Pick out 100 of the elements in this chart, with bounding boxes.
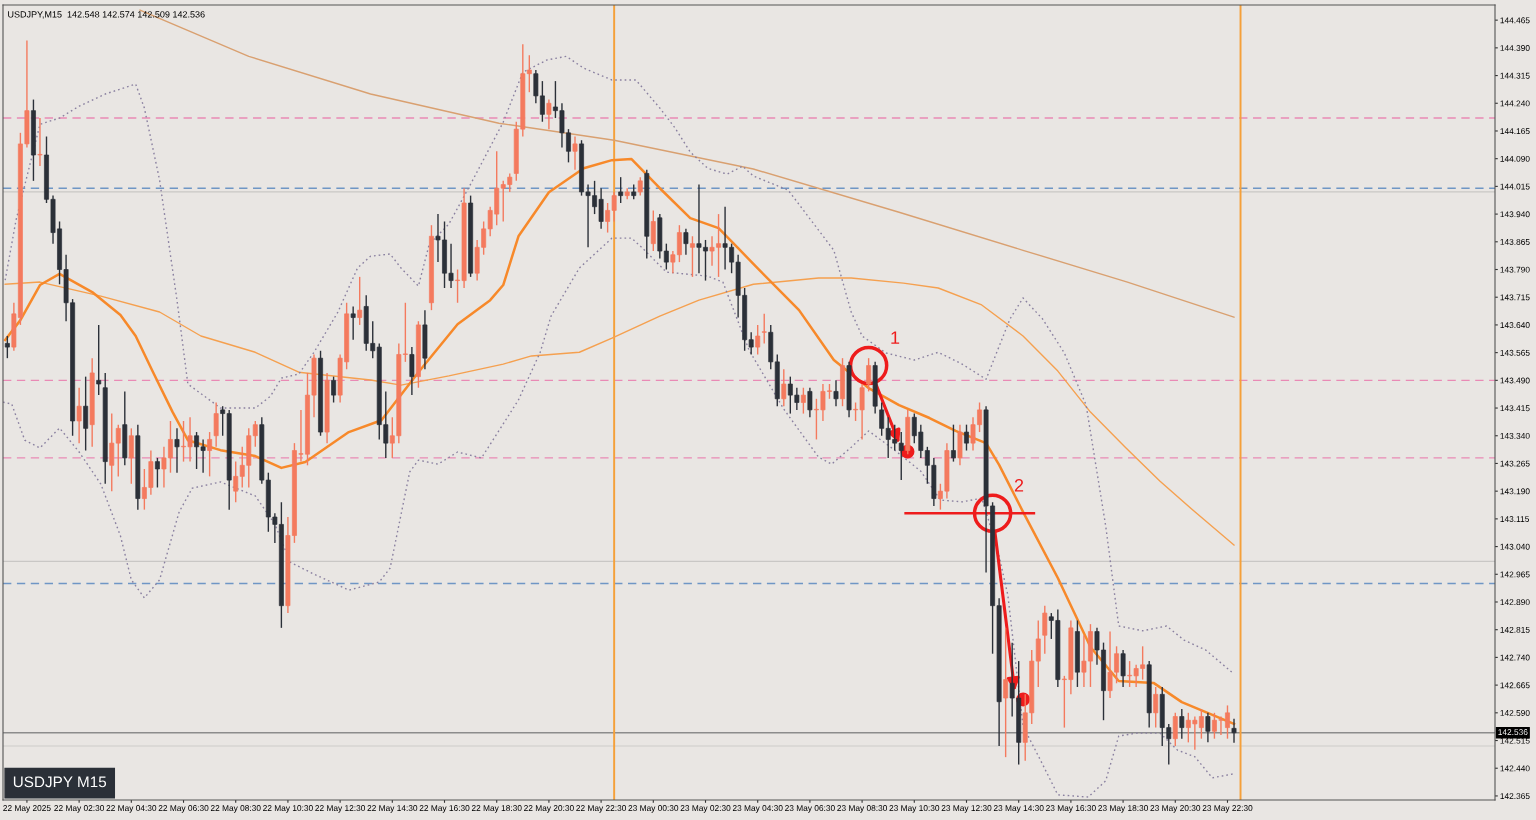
y-tick-label: 143.265 <box>1500 460 1530 467</box>
candlestick <box>800 387 806 415</box>
x-tick-label: 23 May 02:30 <box>680 805 731 813</box>
y-tick-label: 142.815 <box>1500 626 1530 633</box>
y-tick-label: 143.940 <box>1500 211 1530 218</box>
x-tick-label: 22 May 06:30 <box>158 805 209 813</box>
candlestick <box>1120 649 1126 688</box>
candlestick <box>109 412 115 492</box>
candlestick <box>207 431 213 478</box>
candlestick <box>1179 708 1185 740</box>
x-tick-label: 22 May 02:30 <box>54 805 105 813</box>
candlestick <box>761 313 767 345</box>
candlestick <box>618 176 624 204</box>
candlestick <box>115 423 121 478</box>
y-tick-label: 142.890 <box>1500 599 1530 606</box>
y-tick-label: 144.315 <box>1500 72 1530 79</box>
candlestick <box>637 176 643 197</box>
y-tick-label: 142.440 <box>1500 765 1530 772</box>
y-tick-label: 142.590 <box>1500 710 1530 716</box>
y-tick-label: 143.715 <box>1500 294 1530 301</box>
candlestick <box>350 305 356 341</box>
x-tick-label: 22 May 04:30 <box>106 805 157 813</box>
candlestick <box>1035 619 1041 688</box>
candlestick <box>755 324 761 356</box>
y-tick-label: 143.790 <box>1500 266 1530 273</box>
candlestick <box>1153 686 1159 729</box>
line-series <box>3 237 1235 798</box>
candlestick <box>233 460 239 503</box>
x-tick-label: 23 May 10:30 <box>889 805 940 813</box>
y-tick-label: 142.365 <box>1500 793 1530 800</box>
text: USDJPY,M15 142.548 142.574 142.509 142.536 <box>8 11 205 19</box>
x-tick-label: 23 May 20:30 <box>1150 805 1201 813</box>
x-tick-label: 22 May 08:30 <box>210 805 261 813</box>
y-tick-label: 144.240 <box>1500 100 1530 107</box>
y-tick-label: 144.390 <box>1500 45 1530 51</box>
y-tick-label: 143.640 <box>1500 322 1530 329</box>
x-tick-label: 23 May 18:30 <box>1098 805 1149 813</box>
y-tick-label: 143.115 <box>1500 516 1530 522</box>
candlestick <box>83 375 89 452</box>
x-tick-label: 23 May 00:30 <box>628 805 679 813</box>
x-tick-label: 23 May 16:30 <box>1046 805 1096 813</box>
x-tick-label: 22 May 18:30 <box>471 805 522 813</box>
y-tick-label: 143.190 <box>1500 488 1530 495</box>
annotation: USDJPY M15 <box>13 776 107 788</box>
candlestick <box>1231 718 1237 744</box>
y-tick-label: 142.515 <box>1500 737 1530 744</box>
candlestick <box>650 209 656 252</box>
y-tick-label: 144.015 <box>1500 183 1530 190</box>
candlestick <box>213 401 219 448</box>
line-series <box>139 9 1235 318</box>
y-tick-label: 142.965 <box>1500 571 1530 578</box>
candlestick <box>807 387 813 418</box>
x-tick-label: 23 May 22:30 <box>1202 805 1253 813</box>
x-tick-label: 22 May 16:30 <box>419 805 470 813</box>
candlestick <box>964 423 969 452</box>
y-tick-label: 143.340 <box>1500 432 1530 439</box>
candlestick <box>174 427 180 474</box>
x-tick-label: 23 May 08:30 <box>837 805 888 813</box>
candlestick <box>833 379 839 407</box>
annotation: 1 <box>891 331 900 344</box>
candlestick <box>951 423 956 463</box>
x-tick-label: 23 May 14:30 <box>993 805 1044 813</box>
x-tick-label: 22 May 12:30 <box>315 805 366 813</box>
y-tick-label: 142.665 <box>1500 682 1530 689</box>
candlestick <box>4 335 10 359</box>
candlestick <box>96 324 102 396</box>
candlestick <box>37 117 43 167</box>
candlestick <box>128 427 134 485</box>
y-tick-label: 142.740 <box>1500 654 1530 661</box>
candlestick <box>781 368 787 407</box>
x-tick-label: 22 May 20:30 <box>524 805 574 813</box>
x-tick-label: 23 May 04:30 <box>732 805 783 813</box>
x-tick-label: 22 May 10:30 <box>263 805 313 813</box>
x-tick-label: 23 May 12:30 <box>941 805 992 813</box>
candlestick <box>546 98 552 130</box>
y-tick-label: 143.490 <box>1500 377 1530 384</box>
candlestick <box>1003 627 1009 758</box>
annotation: 2 <box>1014 479 1024 492</box>
x-tick-label: 22 May 2025 <box>3 805 51 813</box>
x-tick-label: 23 May 06:30 <box>785 805 835 813</box>
candlestick <box>683 228 689 256</box>
candlestick <box>357 276 363 326</box>
y-tick-label: 143.040 <box>1500 543 1530 550</box>
x-tick-label: 22 May 14:30 <box>367 805 418 813</box>
y-tick-label: 143.415 <box>1500 405 1530 412</box>
ref-line-label: 142.536 <box>1498 729 1528 735</box>
y-tick-label: 144.165 <box>1500 128 1530 135</box>
candlestick <box>1042 604 1048 655</box>
candlestick <box>409 346 415 396</box>
y-tick-label: 144.465 <box>1500 17 1530 24</box>
candlestick <box>76 387 82 444</box>
y-tick-label: 143.565 <box>1500 349 1530 356</box>
candlestick <box>690 235 695 278</box>
candlestick <box>572 135 578 171</box>
candlestick <box>898 431 904 481</box>
line-series <box>4 277 1235 546</box>
x-tick-label: 22 May 22:30 <box>576 805 627 813</box>
candlestick <box>154 457 160 489</box>
candlestick <box>331 375 337 404</box>
line-series <box>4 55 1235 675</box>
